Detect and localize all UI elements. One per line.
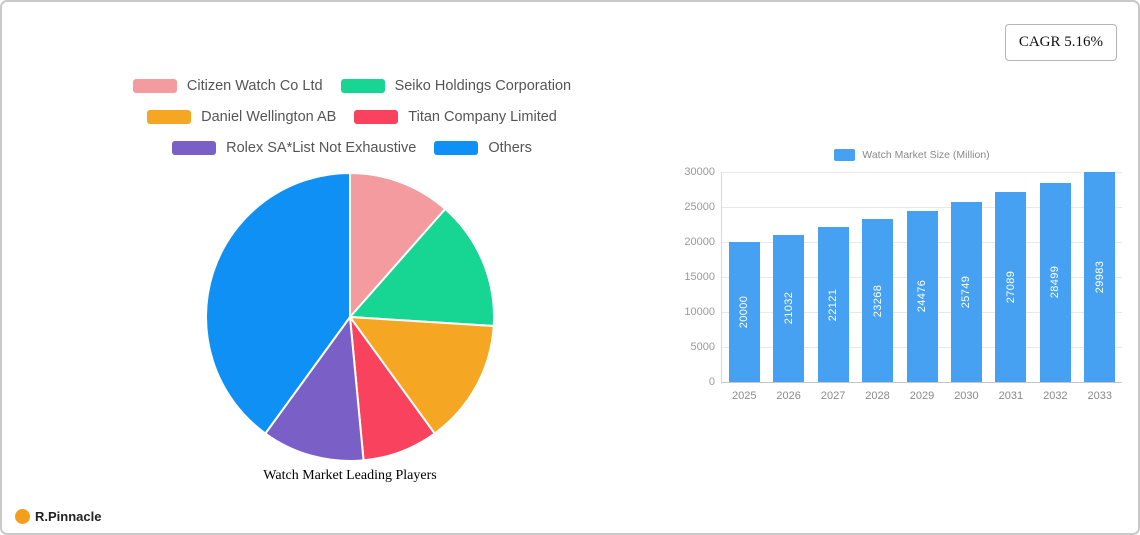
bar-legend-swatch xyxy=(834,149,856,161)
x-axis-label: 2026 xyxy=(776,390,801,402)
bar-value-label: 21032 xyxy=(782,292,795,325)
x-axis-label: 2033 xyxy=(1087,390,1112,402)
legend-swatch xyxy=(354,110,399,124)
legend-label: Seiko Holdings Corporation xyxy=(394,78,572,94)
logo-text: R.Pinnacle xyxy=(35,509,102,524)
y-axis-tick-label: 15000 xyxy=(684,271,715,283)
legend-label: Daniel Wellington AB xyxy=(201,109,337,125)
bar-2027[interactable]: 22121 xyxy=(817,227,849,382)
bar-2028[interactable]: 23268 xyxy=(862,219,894,382)
x-axis-label: 2032 xyxy=(1043,390,1068,402)
bar-value-label: 20000 xyxy=(738,295,751,329)
y-axis-tick-label: 10000 xyxy=(684,306,715,318)
x-axis-label: 2030 xyxy=(954,390,979,402)
y-axis-tick-label: 30000 xyxy=(684,166,715,178)
x-axis-line xyxy=(722,382,1122,383)
legend-label: Titan Company Limited xyxy=(408,109,557,125)
gridline xyxy=(722,207,1122,208)
pie-slice-5[interactable] xyxy=(205,172,351,435)
legend-item-5[interactable]: Others xyxy=(434,140,532,156)
y-axis-tick-label: 25000 xyxy=(684,201,715,213)
pie-legend: Citizen Watch Co Ltd Seiko Holdings Corpo… xyxy=(62,78,642,156)
legend-item-2[interactable]: Daniel Wellington AB xyxy=(147,109,336,125)
legend-item-1[interactable]: Seiko Holdings Corporation xyxy=(340,78,572,94)
pie-slice-2[interactable] xyxy=(349,316,495,435)
bar-2025[interactable]: 20000 xyxy=(728,242,760,382)
bar-value-label: 29983 xyxy=(1093,260,1106,294)
pie-chart xyxy=(205,172,496,462)
bar-2033[interactable]: 29983 xyxy=(1084,172,1116,382)
gridline xyxy=(722,172,1122,173)
pie-slice-0[interactable] xyxy=(349,172,447,318)
legend-label: Citizen Watch Co Ltd xyxy=(186,78,323,94)
cagr-badge: CAGR 5.16% xyxy=(1004,24,1117,61)
logo: R.Pinnacle xyxy=(15,509,101,524)
bar-2029[interactable]: 24476 xyxy=(906,210,938,382)
bar-2030[interactable]: 25749 xyxy=(950,201,982,382)
x-axis-label: 2027 xyxy=(820,390,846,402)
bar-value-label: 22121 xyxy=(827,288,840,321)
y-axis-tick-label: 5000 xyxy=(690,341,715,353)
y-axis-tick-label: 20000 xyxy=(684,236,715,248)
y-axis-line xyxy=(721,172,722,385)
bar-value-label: 25749 xyxy=(960,275,973,309)
legend-label: Rolex SA*List Not Exhaustive xyxy=(226,140,417,156)
pie-chart-title: Watch Market Leading Players xyxy=(263,468,437,483)
bar-value-label: 28499 xyxy=(1049,265,1062,299)
bar-value-label: 27089 xyxy=(1004,270,1017,304)
legend-swatch xyxy=(172,141,217,155)
bar-2032[interactable]: 28499 xyxy=(1039,182,1071,382)
x-axis-label: 2028 xyxy=(865,390,890,402)
x-axis-label: 2029 xyxy=(909,390,935,402)
legend-item-4[interactable]: Rolex SA*List Not Exhaustive xyxy=(172,140,416,156)
legend-swatch xyxy=(132,79,177,93)
legend-swatch xyxy=(434,141,479,155)
legend-label: Others xyxy=(488,140,532,156)
bar-2026[interactable]: 21032 xyxy=(773,234,805,382)
legend-swatch xyxy=(147,110,192,124)
bar-value-label: 23268 xyxy=(871,284,884,317)
bar-legend-label: Watch Market Size (Million) xyxy=(862,149,990,161)
bar-value-label: 24476 xyxy=(916,280,928,313)
bar-plot: 0 5000 10000 15000 20000 25000 30000 20000 2025 2… xyxy=(684,166,1122,402)
x-axis-label: 2031 xyxy=(998,390,1024,402)
bar-chart-legend[interactable]: Watch Market Size (Million) xyxy=(702,149,1122,161)
legend-item-3[interactable]: Titan Company Limited xyxy=(354,109,557,125)
x-axis-label: 2025 xyxy=(731,390,757,402)
pie-slice-4[interactable] xyxy=(264,316,365,462)
bar-2031[interactable]: 27089 xyxy=(995,192,1027,382)
legend-swatch xyxy=(340,79,385,93)
y-axis-tick-label: 0 xyxy=(708,376,715,388)
legend-item-0[interactable]: Citizen Watch Co Ltd xyxy=(132,78,323,94)
pie-slice-1[interactable] xyxy=(349,207,496,328)
logo-icon xyxy=(15,509,30,524)
